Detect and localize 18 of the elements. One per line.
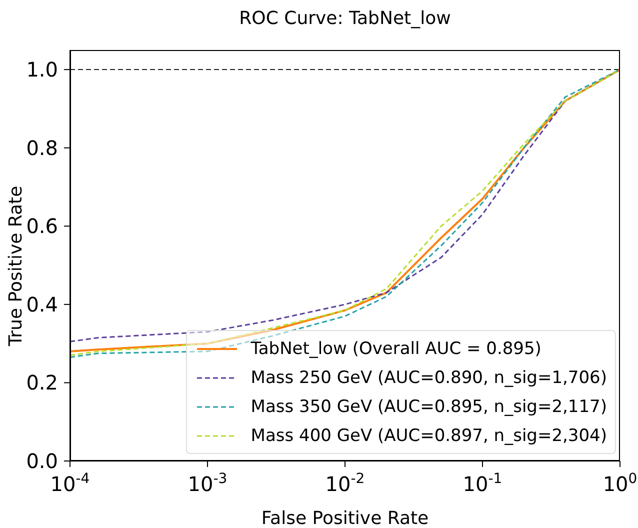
y-axis-title: True Positive Rate [6,186,26,346]
x-tick-label: 10$^{-1}$ [462,471,502,496]
x-tick-label: 10$^{0}$ [602,471,638,496]
x-tick-label: 10$^{-4}$ [50,471,90,496]
legend-label: Mass 350 GeV (AUC=0.895, n_sig=2,117) [250,396,607,416]
y-tick-label: 0.6 [26,214,58,238]
y-tick-label: 0.8 [26,136,58,160]
y-tick-label: 0.0 [26,449,58,473]
y-tick-label: 0.2 [26,370,58,395]
legend-label: TabNet_low (Overall AUC = 0.895) [250,338,542,358]
y-tick-label: 1.0 [26,58,58,82]
y-tick-label: 0.4 [26,292,58,316]
chart-title: ROC Curve: TabNet_low [238,8,452,29]
x-tick-label: 10$^{-2}$ [325,471,365,496]
legend-label: Mass 400 GeV (AUC=0.897, n_sig=2,304) [250,426,607,446]
x-tick-label: 10$^{-3}$ [188,471,228,496]
x-axis-title: False Positive Rate [260,508,430,528]
legend-label: Mass 250 GeV (AUC=0.890, n_sig=1,706) [250,368,607,388]
